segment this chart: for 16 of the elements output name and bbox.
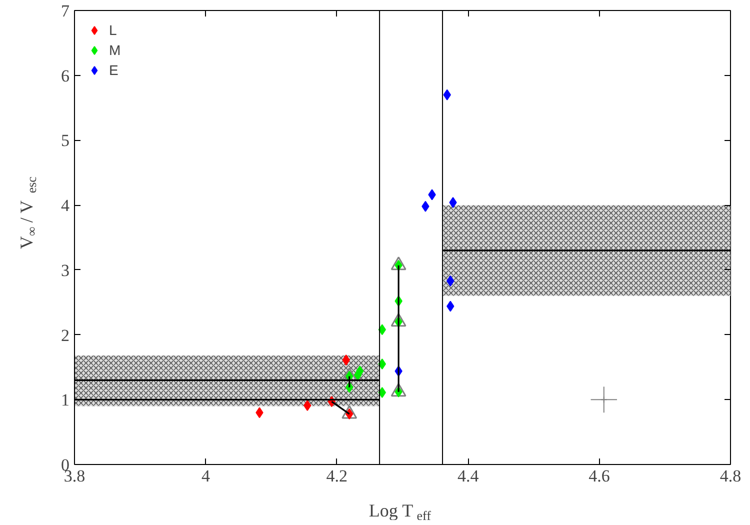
y-tick-label: 5 (61, 131, 70, 150)
y-tick-label: 7 (61, 2, 70, 20)
legend-label: E (109, 62, 120, 78)
x-tick-label: 4.4 (457, 466, 480, 486)
y-axis-title: V∞ / Vesc (16, 176, 39, 250)
y-tick-label: 3 (61, 260, 70, 280)
y-tick-label: 4 (61, 196, 70, 216)
y-tick-label: 1 (61, 390, 70, 410)
y-tick-label: 6 (61, 66, 70, 86)
legend-label: L (109, 22, 118, 38)
x-tick-label: 4.6 (588, 466, 610, 486)
x-tick-label: 4.2 (326, 466, 348, 486)
x-tick-label: 4 (201, 466, 210, 486)
legend-label: M (109, 42, 122, 58)
x-tick-label: 4.8 (720, 466, 742, 486)
y-tick-label: 2 (61, 326, 70, 345)
